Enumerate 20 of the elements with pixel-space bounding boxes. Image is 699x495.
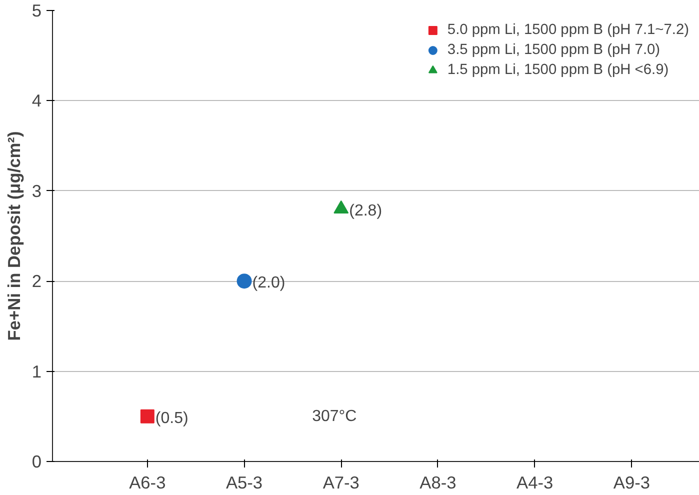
x-tick-label: A9-3 <box>613 472 650 492</box>
y-axis-title: Fe+Ni in Deposit (μg/cm²) <box>4 131 24 341</box>
annotation: 307°C <box>312 408 357 425</box>
legend-label: 1.5 ppm Li, 1500 ppm B (pH <6.9) <box>447 62 669 78</box>
legend-label: 5.0 ppm Li, 1500 ppm B (pH 7.1~7.2) <box>447 22 689 38</box>
y-tick-label: 0 <box>32 452 42 472</box>
x-tick-label: A8-3 <box>420 472 456 492</box>
x-tick-label: A4-3 <box>516 472 554 492</box>
y-tick-label: 1 <box>32 361 42 382</box>
y-tick-label: 3 <box>32 180 42 201</box>
x-tick-label: A7-3 <box>322 472 360 492</box>
data-label: (0.5) <box>155 410 188 427</box>
y-tick-label: 4 <box>32 90 42 111</box>
x-tick-label: A5-3 <box>226 472 263 492</box>
data-label: (2.8) <box>349 202 382 220</box>
y-tick-label: 2 <box>32 271 42 292</box>
legend-label: 3.5 ppm Li, 1500 ppm B (pH 7.0) <box>447 42 660 58</box>
y-tick-label: 5 <box>32 0 42 20</box>
data-label: (2.0) <box>252 274 286 292</box>
x-tick-label: A6-3 <box>129 472 166 492</box>
